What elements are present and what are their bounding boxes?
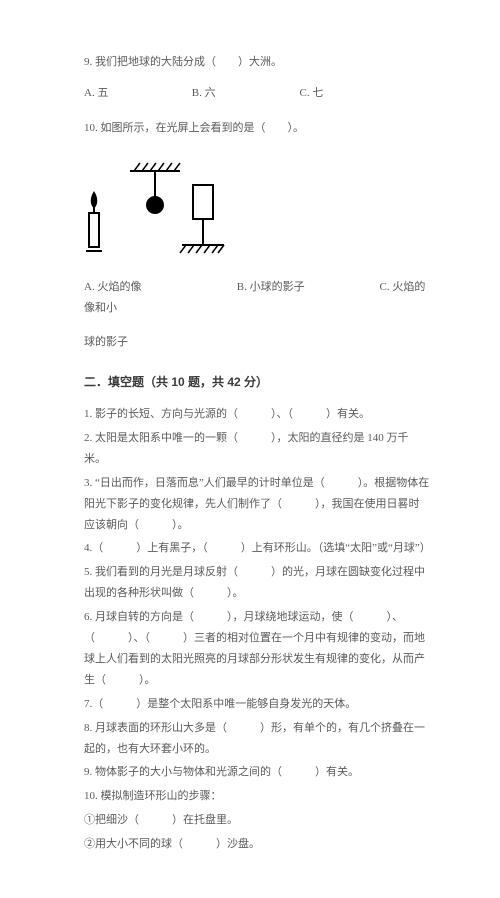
fill-item-10b: ②用大小不同的球（ ）沙盘。 [84,834,430,855]
q10-figure [84,149,430,259]
fill-item-5: 5. 我们看到的月光是月球反射（ ）的光，月球在圆缺变化过程中出现的各种形状叫做… [84,562,430,604]
candle-icon [86,193,102,251]
fill-item-7: 7.（ ）是整个太阳系中唯一能够自身发光的天体。 [84,694,430,715]
q9-options: A. 五 B. 六 C. 七 [84,83,430,104]
q10-option-a: A. 火焰的像 [84,277,234,298]
q10-options: A. 火焰的像 B. 小球的影子 C. 火焰的像和小 [84,277,430,319]
fill-item-9: 9. 物体影子的大小与物体和光源之间的（ ）有关。 [84,762,430,783]
section-2-title: 二．填空题（共 10 题，共 42 分） [84,371,430,394]
exam-page: 9. 我们把地球的大陆分成（ ）大洲。 A. 五 B. 六 C. 七 10. 如… [0,0,500,898]
q10-option-b: B. 小球的影子 [237,277,377,298]
fill-item-6: 6. 月球自转的方向是（ ），月球绕地球运动，使（ ）、（ ）、（ ）三者的相对… [84,607,430,691]
pendulum-icon [147,171,163,213]
q9-option-b: B. 六 [192,83,297,104]
q9-option-a: A. 五 [84,83,189,104]
fill-item-2: 2. 太阳是太阳系中唯一的一颗（ ），太阳的直径约是 140 万千米。 [84,428,430,470]
q10-stem: 10. 如图所示，在光屏上会看到的是（ ）。 [84,118,430,139]
fill-item-3: 3. “日出而作，日落而息”人们最早的计时单位是（ ）。根据物体在阳光下影子的变… [84,473,430,536]
ceiling-icon [130,163,180,171]
ground-icon [180,245,224,253]
fill-item-10a: ①把细沙（ ）在托盘里。 [84,810,430,831]
fill-item-1: 1. 影子的长短、方向与光源的（ ）、（ ）有关。 [84,404,430,425]
q10-option-c-cont: 球的影子 [84,332,430,353]
q9-option-c: C. 七 [300,83,324,104]
screen-icon [193,185,213,245]
fill-item-8: 8. 月球表面的环形山大多是（ ）形，有单个的，有几个挤叠在一起的，也有大环套小… [84,718,430,760]
fill-in-blank-list: 1. 影子的长短、方向与光源的（ ）、（ ）有关。 2. 太阳是太阳系中唯一的一… [84,404,430,855]
q9-stem: 9. 我们把地球的大陆分成（ ）大洲。 [84,52,430,73]
fill-item-4: 4.（ ）上有黑子，（ ）上有环形山。（选填“太阳”或“月球”） [84,538,430,559]
fill-item-10: 10. 模拟制造环形山的步骤： [84,786,430,807]
